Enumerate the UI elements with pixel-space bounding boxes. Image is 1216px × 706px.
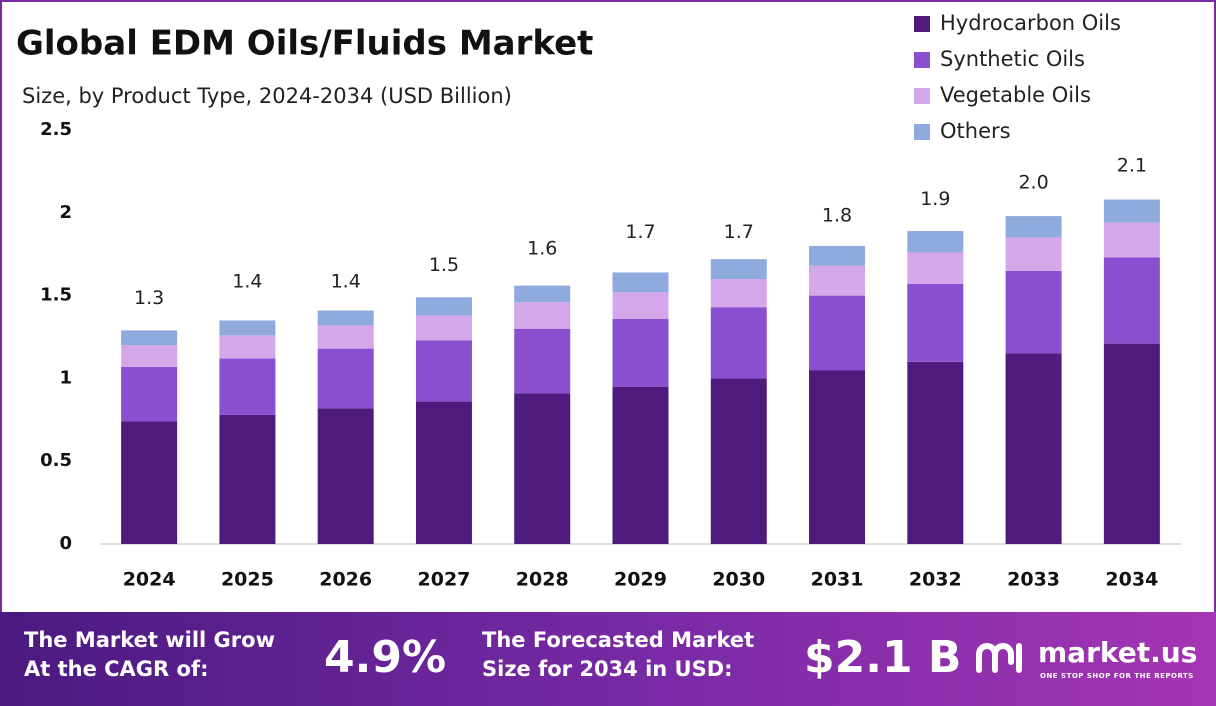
bar-segment (809, 245, 866, 266)
legend-label: Others (940, 119, 1011, 143)
x-tick-label: 2032 (909, 569, 962, 591)
bar-segment (612, 272, 669, 293)
bar-segment (710, 279, 767, 308)
x-tick-label: 2033 (1007, 569, 1060, 591)
bar-segment (612, 292, 669, 319)
bar-segment (317, 348, 374, 409)
bar-segment (1005, 353, 1062, 544)
total-label: 1.7 (724, 221, 754, 243)
cagr-value: 4.9% (324, 632, 447, 683)
legend-label: Synthetic Oils (940, 47, 1085, 71)
x-tick-label: 2027 (418, 569, 471, 591)
x-tick-label: 2030 (712, 569, 765, 591)
bar-segment (121, 421, 178, 544)
bar-segment (1005, 237, 1062, 271)
bar-segment (809, 370, 866, 544)
bar-segment (317, 408, 374, 544)
bar-segment (1005, 270, 1062, 354)
bar-segment (907, 361, 964, 544)
text-line: Size for 2034 in USD: (482, 657, 733, 681)
legend-label: Hydrocarbon Oils (940, 11, 1121, 35)
brand: market.us (1038, 636, 1198, 669)
y-tick-label: 1 (59, 367, 72, 388)
bar-segment (317, 310, 374, 326)
chart-title: Global EDM Oils/Fluids Market (16, 24, 593, 64)
text-line: The Forecasted Market (482, 628, 755, 652)
bar-segment (1103, 343, 1160, 544)
bar-segment (809, 265, 866, 296)
total-label: 1.9 (920, 188, 950, 210)
bar-segment (710, 259, 767, 280)
x-tick-label: 2029 (614, 569, 667, 591)
chart: Global EDM Oils/Fluids Market Size, by P… (0, 0, 1216, 642)
legend-swatch (914, 52, 930, 68)
tagline: ONE STOP SHOP FOR THE REPORTS (1040, 672, 1194, 680)
size-value: $2.1 B (804, 632, 962, 683)
bar-segment (415, 401, 472, 544)
bar-segment (415, 340, 472, 402)
y-tick-label: 1.5 (40, 285, 72, 306)
bar-segment (514, 328, 571, 394)
text-line: At the CAGR of: (24, 657, 209, 681)
bar-segment (710, 378, 767, 544)
total-label: 1.7 (625, 221, 655, 243)
bar-segment (907, 252, 964, 285)
bar-segment (612, 318, 669, 387)
total-label: 1.8 (822, 204, 852, 226)
total-label: 2.0 (1018, 171, 1048, 193)
legend-swatch (914, 88, 930, 104)
y-tick-label: 0 (59, 533, 72, 554)
bar-segment (415, 315, 472, 341)
bar-segment (121, 330, 178, 346)
bar-segment (415, 297, 472, 316)
bar-segment (317, 325, 374, 349)
bar-segment (121, 345, 178, 367)
legend-swatch (914, 124, 930, 140)
footer: The Market will Grow At the CAGR of: 4.9%… (0, 612, 1216, 706)
bar-segment (219, 358, 276, 415)
total-label: 1.3 (134, 287, 164, 309)
x-tick-label: 2024 (123, 569, 176, 591)
total-label: 1.6 (527, 238, 557, 260)
total-label: 2.1 (1117, 155, 1147, 177)
x-tick-label: 2031 (811, 569, 864, 591)
y-tick-label: 2 (59, 202, 72, 223)
bar-segment (907, 231, 964, 253)
bar-segment (219, 320, 276, 336)
bar-segment (219, 414, 276, 544)
total-label: 1.4 (232, 271, 262, 293)
bar-segment (809, 295, 866, 371)
bar-segment (121, 366, 178, 422)
chart-subtitle: Size, by Product Type, 2024-2034 (USD Bi… (22, 84, 512, 108)
cagr-text: The Market will Grow At the CAGR of: (24, 626, 275, 684)
bar-segment (514, 285, 571, 303)
bar-segment (1103, 222, 1160, 258)
bar-segment (514, 302, 571, 329)
bar-segment (612, 386, 669, 544)
x-tick-label: 2034 (1105, 569, 1158, 591)
x-tick-label: 2026 (319, 569, 372, 591)
bar-segment (219, 335, 276, 359)
total-label: 1.4 (331, 271, 361, 293)
y-tick-label: 0.5 (40, 450, 72, 471)
bar-segment (1103, 199, 1160, 223)
x-tick-label: 2028 (516, 569, 569, 591)
total-label: 1.5 (429, 254, 459, 276)
bar-segment (710, 307, 767, 379)
bar-segment (1103, 257, 1160, 344)
bar-segment (907, 284, 964, 362)
text-line: The Market will Grow (24, 628, 275, 652)
size-text: The Forecasted Market Size for 2034 in US… (482, 626, 754, 684)
legend-swatch (914, 16, 930, 32)
x-tick-label: 2025 (221, 569, 274, 591)
legend-label: Vegetable Oils (940, 83, 1091, 107)
logo-icon (976, 643, 1022, 673)
bar-segment (514, 393, 571, 544)
bar-segment (1005, 216, 1062, 238)
y-tick-label: 2.5 (40, 119, 72, 140)
